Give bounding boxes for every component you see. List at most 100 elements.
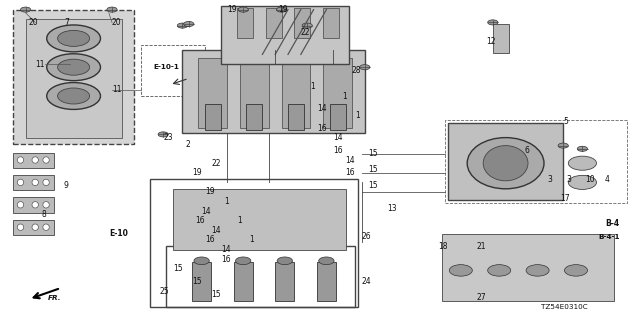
Circle shape (238, 7, 248, 12)
Ellipse shape (32, 202, 38, 208)
Polygon shape (26, 19, 122, 138)
Text: 14: 14 (202, 207, 211, 216)
Text: 11: 11 (35, 60, 45, 68)
Text: 7: 7 (64, 18, 69, 27)
Bar (445, 120, 627, 203)
Text: B-4-1: B-4-1 (598, 234, 620, 240)
Text: 27: 27 (477, 293, 486, 302)
Text: 3: 3 (566, 175, 572, 184)
Bar (493, 24, 509, 53)
Circle shape (526, 265, 549, 276)
Text: 1: 1 (310, 82, 315, 91)
Text: 12: 12 (486, 37, 496, 46)
Circle shape (194, 257, 209, 265)
Text: 1: 1 (342, 92, 347, 100)
Text: 19: 19 (278, 5, 288, 14)
Circle shape (107, 7, 117, 12)
Text: 15: 15 (368, 181, 378, 190)
Circle shape (58, 88, 90, 104)
Circle shape (277, 257, 292, 265)
Text: 19: 19 (192, 168, 202, 177)
Text: 25: 25 (160, 287, 170, 296)
Bar (323, 58, 352, 128)
Bar (205, 104, 221, 130)
Text: 1: 1 (250, 236, 254, 244)
Text: E-10-1: E-10-1 (154, 64, 179, 70)
Bar (173, 189, 346, 250)
Circle shape (177, 23, 188, 28)
Text: 15: 15 (192, 277, 202, 286)
Text: 17: 17 (560, 194, 570, 203)
Text: 18: 18 (438, 242, 448, 251)
Bar (275, 262, 294, 301)
Circle shape (564, 265, 588, 276)
Bar (13, 197, 54, 213)
Text: 10: 10 (586, 175, 595, 184)
Text: 23: 23 (163, 133, 173, 142)
Bar (166, 246, 355, 307)
Text: 2: 2 (186, 140, 190, 148)
Text: 15: 15 (368, 165, 378, 174)
Text: 8: 8 (42, 210, 46, 219)
Circle shape (58, 30, 90, 46)
Text: 14: 14 (317, 104, 326, 113)
Text: 20: 20 (112, 18, 122, 27)
Text: 3: 3 (547, 175, 552, 184)
Text: 16: 16 (317, 124, 326, 132)
Bar (240, 58, 269, 128)
Text: 16: 16 (195, 216, 205, 225)
Ellipse shape (43, 179, 49, 186)
Text: 13: 13 (387, 204, 397, 212)
Text: 1: 1 (355, 111, 360, 120)
Ellipse shape (43, 202, 49, 208)
Bar (13, 175, 54, 190)
Bar (13, 153, 54, 168)
Text: 15: 15 (211, 290, 221, 299)
Ellipse shape (43, 157, 49, 163)
Text: 26: 26 (362, 232, 371, 241)
Bar (442, 234, 614, 301)
Bar (266, 8, 282, 38)
Text: 16: 16 (346, 168, 355, 177)
Text: 5: 5 (563, 117, 568, 126)
Bar (192, 262, 211, 301)
Text: 22: 22 (301, 28, 310, 36)
Text: 4: 4 (605, 175, 610, 184)
Ellipse shape (483, 146, 528, 181)
Text: 24: 24 (362, 277, 371, 286)
Text: 1: 1 (237, 216, 241, 225)
Text: 19: 19 (227, 5, 237, 14)
Circle shape (58, 59, 90, 75)
Text: 28: 28 (352, 66, 362, 75)
Circle shape (276, 7, 287, 12)
Bar (237, 8, 253, 38)
Text: 15: 15 (368, 149, 378, 158)
Text: 20: 20 (29, 18, 38, 27)
Bar (330, 104, 346, 130)
Polygon shape (13, 10, 134, 144)
Bar (141, 45, 205, 96)
Ellipse shape (17, 224, 24, 230)
Circle shape (558, 143, 568, 148)
Text: 21: 21 (477, 242, 486, 251)
Bar (234, 262, 253, 301)
Ellipse shape (17, 157, 24, 163)
Ellipse shape (43, 224, 49, 230)
Text: 14: 14 (221, 245, 230, 254)
Circle shape (568, 156, 596, 170)
Bar (182, 50, 365, 133)
Bar (13, 220, 54, 235)
Circle shape (47, 54, 100, 81)
Ellipse shape (17, 202, 24, 208)
Text: 19: 19 (205, 188, 214, 196)
Text: FR.: FR. (48, 295, 61, 300)
Circle shape (158, 132, 168, 137)
Text: TZ54E0310C: TZ54E0310C (541, 304, 588, 310)
Bar (317, 262, 336, 301)
Text: 14: 14 (211, 226, 221, 235)
Text: 11: 11 (112, 85, 122, 94)
Ellipse shape (32, 224, 38, 230)
Text: 15: 15 (173, 264, 182, 273)
Text: 9: 9 (64, 181, 69, 190)
Text: 14: 14 (333, 133, 342, 142)
